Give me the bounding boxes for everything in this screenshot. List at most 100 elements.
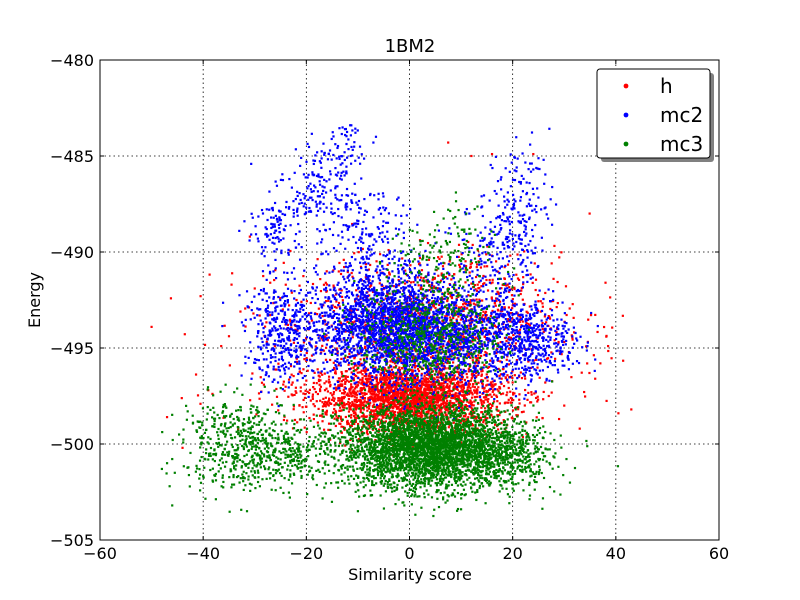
data-point-h — [325, 411, 328, 414]
data-point-mc2 — [412, 363, 415, 367]
data-point-mc2 — [344, 296, 347, 299]
data-point-h — [466, 386, 469, 389]
data-point-h — [480, 354, 483, 358]
data-point-h — [394, 404, 397, 407]
data-point-mc2 — [388, 289, 391, 292]
data-point-h — [282, 380, 285, 383]
data-point-h — [414, 412, 417, 415]
data-point-h — [183, 333, 186, 336]
data-point-h — [395, 342, 398, 345]
data-point-mc2 — [367, 278, 370, 281]
data-point-h — [427, 354, 430, 357]
data-point-h — [304, 389, 307, 392]
data-point-mc2 — [357, 362, 360, 366]
data-point-h — [490, 413, 493, 416]
data-point-h — [359, 408, 362, 412]
data-point-h — [461, 428, 464, 432]
data-point-h — [335, 402, 338, 405]
data-point-h — [463, 320, 466, 323]
data-point-h — [346, 392, 349, 395]
data-point-h — [481, 369, 484, 373]
data-point-h — [442, 320, 445, 323]
data-point-h — [355, 407, 358, 410]
data-point-h — [463, 335, 466, 339]
data-point-h — [378, 389, 381, 392]
data-point-h — [521, 320, 524, 323]
data-point-h — [440, 272, 443, 275]
data-point-mc2 — [421, 317, 424, 320]
data-point-h — [512, 391, 515, 394]
data-point-h — [419, 391, 422, 394]
data-point-h — [456, 397, 459, 400]
data-point-h — [535, 416, 538, 419]
data-point-h — [467, 416, 470, 419]
data-point-h — [475, 388, 478, 391]
data-point-h — [313, 371, 316, 374]
data-point-mc2 — [384, 320, 388, 323]
data-point-h — [309, 399, 312, 402]
data-point-mc2 — [412, 334, 415, 337]
data-point-h — [327, 399, 331, 402]
data-point-h — [482, 282, 485, 286]
data-point-h — [363, 392, 366, 395]
data-point-h — [394, 405, 398, 408]
data-point-h — [473, 400, 476, 403]
data-point-mc2 — [376, 307, 380, 310]
data-point-h — [409, 369, 413, 372]
data-point-mc2 — [409, 329, 412, 333]
data-point-h — [392, 384, 395, 388]
data-point-h — [480, 406, 483, 409]
data-point-h — [500, 421, 503, 425]
data-point-h — [505, 339, 508, 343]
data-point-h — [317, 307, 320, 310]
data-point-h — [501, 392, 505, 395]
data-point-h — [459, 318, 463, 321]
data-point-h — [351, 222, 354, 226]
data-point-h — [467, 384, 470, 387]
data-point-h — [431, 396, 434, 399]
data-point-mc2 — [401, 361, 404, 364]
data-point-h — [453, 385, 456, 388]
data-point-h — [412, 400, 415, 403]
data-point-h — [459, 421, 462, 424]
data-point-mc2 — [356, 350, 359, 354]
data-point-h — [588, 212, 591, 215]
data-point-h — [231, 272, 234, 275]
data-point-mc2 — [358, 361, 361, 364]
data-point-mc2 — [371, 289, 374, 292]
data-point-h — [278, 297, 282, 300]
data-point-h — [482, 396, 486, 399]
data-point-h — [422, 377, 425, 380]
data-point-h — [429, 380, 433, 384]
data-point-mc2 — [374, 361, 377, 365]
data-point-h — [438, 387, 441, 390]
data-point-mc2 — [348, 367, 351, 371]
data-point-h — [452, 376, 455, 379]
data-point-h — [523, 404, 526, 407]
data-point-h — [371, 388, 374, 391]
data-point-h — [368, 404, 371, 407]
data-point-h — [296, 421, 299, 424]
data-point-h — [587, 318, 590, 321]
data-point-h — [390, 373, 393, 377]
data-point-h — [409, 408, 412, 411]
data-point-h — [481, 367, 484, 370]
data-point-mc2 — [367, 345, 371, 348]
data-point-mc2 — [397, 272, 400, 275]
data-point-h — [609, 296, 612, 299]
data-point-h — [493, 324, 496, 327]
data-point-h — [453, 273, 456, 276]
data-point-h — [557, 341, 560, 345]
data-point-h — [484, 315, 487, 318]
data-point-h — [340, 399, 344, 402]
data-point-h — [353, 387, 357, 390]
data-point-h — [368, 414, 371, 417]
data-point-mc2 — [383, 313, 386, 316]
data-point-h — [426, 388, 429, 391]
data-point-h — [407, 388, 410, 391]
data-point-h — [350, 271, 353, 275]
data-point-mc2 — [340, 326, 343, 329]
data-point-h — [379, 396, 382, 399]
data-point-h — [391, 390, 394, 393]
data-point-h — [194, 373, 198, 376]
